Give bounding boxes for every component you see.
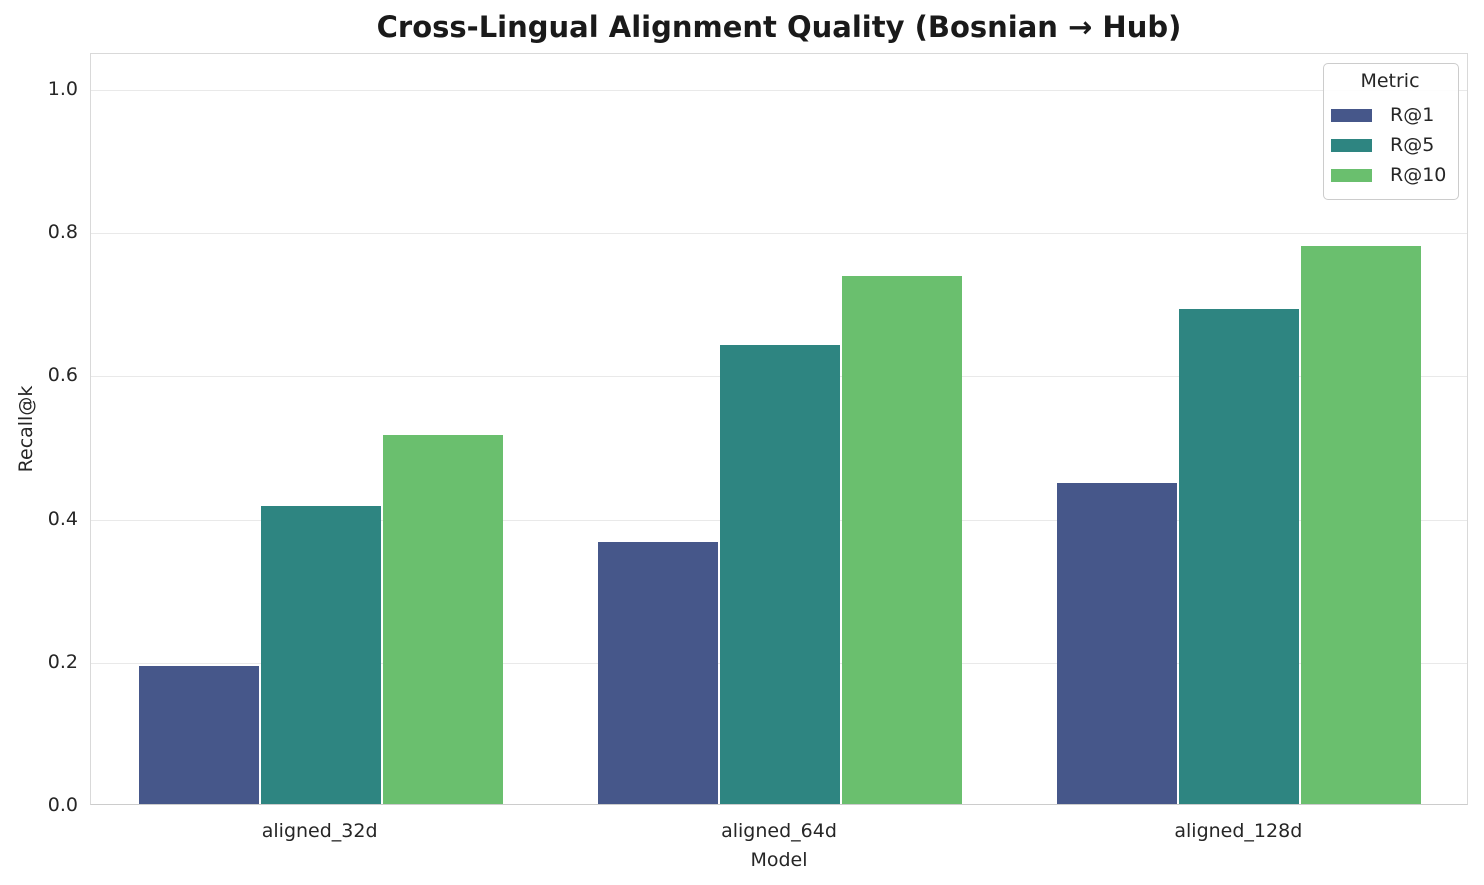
bar-aligned_64d-R@10: [842, 276, 962, 804]
bar-aligned_64d-R@1: [598, 541, 718, 804]
y-tick-label: 0.6: [47, 364, 78, 387]
bar-aligned_128d-R@5: [1179, 308, 1300, 804]
bar-aligned_32d-R@1: [138, 665, 259, 804]
bar-aligned_32d-R@5: [260, 506, 381, 804]
gridline-0.8: [91, 233, 1467, 235]
legend-label: R@5: [1390, 134, 1435, 156]
plot-area: Metric R@1 R@5 R@10: [90, 53, 1468, 805]
legend-item-R@5: R@5: [1331, 130, 1449, 160]
legend-swatch-R@1: [1331, 108, 1372, 122]
y-tick-label: 0.4: [47, 507, 78, 530]
bar-aligned_128d-R@10: [1301, 246, 1422, 804]
legend-title: Metric: [1360, 70, 1420, 92]
legend-item-R@1: R@1: [1331, 100, 1449, 130]
y-tick-label: 0.2: [47, 650, 78, 673]
legend-swatch-R@5: [1331, 138, 1372, 152]
y-tick-label: 1.0: [47, 78, 78, 100]
bar-aligned_128d-R@1: [1057, 482, 1178, 804]
chart-title: Cross-Lingual Alignment Quality (Bosnian…: [376, 10, 1182, 44]
y-axis-label: Recall@k: [15, 385, 37, 473]
legend: Metric R@1 R@5 R@10: [1323, 63, 1459, 200]
x-tick-label: aligned_128d: [1174, 820, 1303, 842]
legend-items: R@1 R@5 R@10: [1331, 100, 1449, 190]
bar-aligned_32d-R@10: [382, 435, 503, 804]
gridline-1.0: [91, 90, 1467, 91]
y-tick-label: 0.0: [47, 794, 78, 816]
legend-label: R@10: [1390, 164, 1447, 186]
legend-swatch-R@10: [1331, 168, 1372, 182]
legend-item-R@10: R@10: [1331, 160, 1449, 190]
x-tick-label: aligned_64d: [721, 820, 837, 842]
y-tick-label: 0.8: [47, 221, 78, 244]
legend-label: R@1: [1390, 104, 1435, 126]
x-axis-label: Model: [750, 849, 808, 871]
x-tick-label: aligned_32d: [261, 820, 378, 842]
bar-aligned_64d-R@5: [720, 345, 840, 804]
